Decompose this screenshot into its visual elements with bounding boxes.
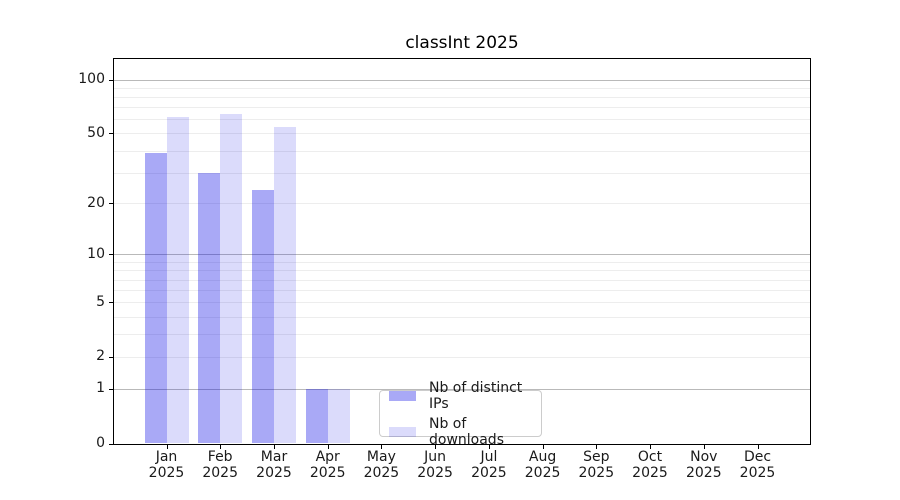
gridline-minor: [114, 150, 810, 152]
gridline-minor: [114, 261, 810, 263]
x-tick-label: Mar 2025: [243, 449, 305, 481]
legend-item-downloads: Nb of downloads: [389, 416, 541, 448]
bar-distinct-ips: [252, 189, 274, 444]
gridline-minor: [114, 290, 810, 291]
y-axis-tick: [109, 388, 114, 390]
x-axis-tick: [488, 444, 490, 449]
gridline-minor: [114, 279, 810, 281]
chart-title: classInt 2025: [405, 33, 519, 53]
x-tick-year-label: 2025: [524, 465, 561, 481]
x-tick-year-label: 2025: [471, 465, 507, 481]
x-tick-year-label: 2025: [739, 465, 776, 481]
y-tick-label: 10: [87, 245, 105, 262]
legend-label-distinct-ips: Nb of distinct IPs: [429, 379, 523, 412]
y-axis-tick: [109, 79, 114, 81]
legend-item-distinct-ips: Nb of distinct IPs: [389, 380, 541, 412]
x-axis-tick: [703, 444, 705, 449]
gridline-minor: [114, 119, 810, 121]
x-axis-tick: [274, 444, 275, 449]
gridline-minor: [114, 203, 810, 205]
x-axis-tick: [381, 444, 383, 449]
x-tick-label: Nov 2025: [673, 449, 735, 481]
y-axis-tick: [109, 302, 114, 304]
x-tick-year-label: 2025: [417, 465, 453, 481]
x-tick-label: May 2025: [350, 449, 412, 481]
x-tick-year-label: 2025: [363, 465, 400, 481]
bar-downloads: [327, 388, 350, 444]
gridline-minor: [114, 334, 810, 336]
y-tick-label: 1: [96, 380, 105, 397]
y-tick-label: 20: [87, 194, 105, 211]
y-axis-tick: [109, 203, 114, 205]
y-axis-tick: [109, 443, 114, 445]
gridline-major: [114, 254, 810, 256]
x-tick-label: Oct 2025: [619, 449, 681, 481]
y-tick-label: 5: [96, 293, 105, 310]
legend-label-downloads: Nb of downloads: [429, 415, 504, 448]
x-tick-label: Apr 2025: [297, 449, 359, 481]
gridline-minor: [114, 316, 810, 318]
bar-downloads: [220, 114, 243, 444]
x-axis-tick: [757, 444, 759, 449]
x-tick-year-label: 2025: [685, 465, 722, 481]
x-tick-label: Aug 2025: [512, 449, 574, 481]
y-tick-label: 50: [87, 124, 105, 141]
x-tick-year-label: 2025: [309, 465, 346, 481]
x-tick-year-label: 2025: [578, 465, 615, 481]
x-axis-tick: [166, 444, 168, 449]
y-axis-tick: [109, 356, 114, 358]
y-axis-tick: [109, 254, 114, 256]
gridline-minor: [114, 107, 810, 109]
x-tick-year-label: 2025: [632, 465, 668, 481]
x-axis-tick: [435, 444, 437, 449]
legend-swatch-downloads: [389, 426, 416, 437]
x-tick-year-label: 2025: [148, 465, 185, 481]
y-axis-tick: [109, 133, 114, 135]
x-tick-label: Dec 2025: [727, 449, 789, 481]
x-axis-tick: [596, 444, 598, 449]
gridline-minor: [114, 87, 810, 89]
x-tick-label: Jan 2025: [136, 449, 198, 481]
gridline-minor: [114, 96, 810, 98]
x-tick-label: Sep 2025: [565, 449, 627, 481]
x-tick-year-label: 2025: [202, 465, 238, 481]
gridline-minor: [114, 270, 810, 272]
legend-swatch-distinct-ips: [389, 390, 416, 401]
x-axis-tick: [220, 444, 222, 449]
x-tick-label: Feb 2025: [189, 449, 251, 481]
y-tick-label: 100: [78, 71, 105, 87]
gridline-major: [114, 388, 810, 390]
bar-distinct-ips: [198, 172, 221, 444]
gridline-major: [114, 79, 810, 81]
legend: Nb of distinct IPs Nb of downloads: [379, 380, 542, 448]
y-tick-label: 0: [96, 435, 105, 451]
x-tick-label: Jul 2025: [458, 449, 520, 481]
bar-distinct-ips: [305, 388, 328, 444]
gridline-minor: [114, 302, 810, 304]
x-axis-tick: [650, 444, 651, 449]
x-axis-tick: [542, 444, 544, 449]
x-axis-tick: [327, 444, 329, 449]
x-tick-year-label: 2025: [256, 465, 292, 481]
gridline-minor: [114, 356, 810, 358]
bar-downloads: [274, 127, 296, 444]
gridline-minor: [114, 133, 810, 135]
bar-distinct-ips: [144, 152, 167, 444]
bar-downloads: [166, 116, 189, 444]
gridline-minor: [114, 172, 810, 174]
y-tick-label: 2: [96, 348, 105, 365]
x-tick-label: Jun 2025: [404, 449, 466, 481]
